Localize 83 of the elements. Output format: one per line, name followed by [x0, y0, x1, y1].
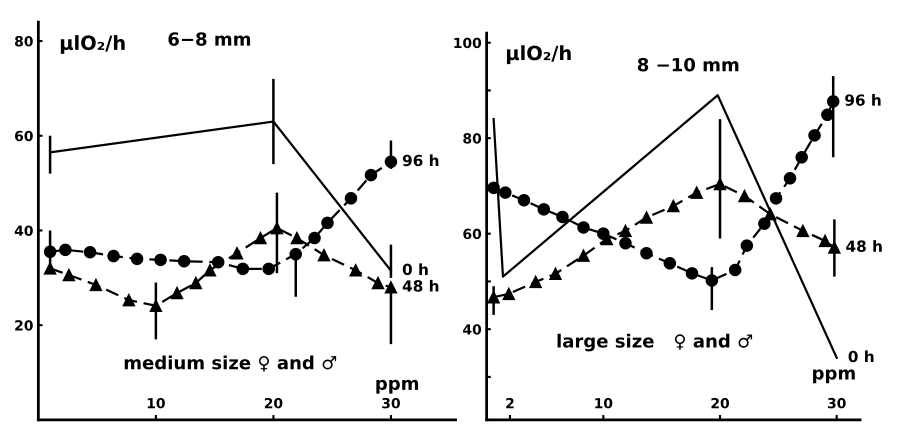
point [796, 224, 810, 238]
point [784, 172, 796, 185]
annotation: medium size ♀ and ♂ [124, 355, 336, 372]
x-tick-label: 20 [264, 398, 282, 408]
point [640, 247, 653, 260]
point [758, 217, 771, 230]
series-label: 0 h [402, 263, 428, 276]
point [230, 246, 244, 260]
point [738, 190, 751, 202]
point [487, 182, 500, 194]
point [290, 232, 304, 244]
point [538, 203, 550, 216]
point [154, 254, 167, 266]
point [556, 210, 569, 224]
text: 8 −10 mm [638, 58, 738, 72]
point [667, 200, 680, 212]
point [90, 278, 102, 292]
point [318, 248, 330, 262]
point [518, 194, 530, 207]
point [502, 288, 516, 300]
point [190, 276, 202, 290]
y-tick-label: 60 [15, 130, 33, 142]
point [44, 262, 56, 275]
y-axis-title: µlO₂/h [60, 35, 125, 54]
y-tick-label: 20 [15, 320, 33, 331]
point [664, 257, 676, 270]
point [619, 236, 632, 250]
point [204, 264, 216, 276]
x-tick-label: 30 [828, 398, 846, 408]
point [170, 286, 184, 300]
point [619, 224, 632, 238]
series-label: 0 h [848, 350, 874, 362]
point [84, 246, 96, 259]
chart-title: 6−8 mm [168, 32, 250, 46]
point [130, 252, 144, 266]
point [236, 262, 250, 276]
y-tick-label: 80 [463, 133, 482, 144]
y-tick-label: 40 [463, 324, 482, 335]
point [178, 255, 190, 268]
point [254, 232, 267, 244]
point [686, 267, 698, 280]
series-label: 96 h [845, 94, 881, 106]
y-axis-title: µlO₂/h [506, 45, 571, 64]
point [577, 249, 590, 262]
series-label: 96 h [402, 154, 438, 166]
point [740, 239, 754, 252]
point [549, 268, 562, 280]
point [499, 186, 512, 199]
point [529, 276, 542, 288]
x-tick-label: 10 [595, 398, 612, 408]
point [364, 168, 378, 182]
point [577, 221, 590, 234]
point [818, 234, 832, 248]
point [344, 192, 358, 205]
y-tick-label: 80 [15, 36, 33, 47]
x-tick-label: 2 [506, 398, 514, 408]
x-axis-title: ppm [376, 380, 418, 394]
point [262, 262, 275, 276]
point [795, 151, 808, 164]
point [59, 244, 72, 256]
point [349, 264, 362, 276]
x-tick-label: 10 [148, 398, 165, 408]
y-tick-label: 60 [463, 228, 482, 240]
point [770, 192, 782, 205]
x-axis-title: ppm [813, 369, 855, 384]
y-tick-label: 100 [454, 38, 482, 48]
point [372, 276, 384, 290]
series-label: 48 h [846, 240, 882, 252]
x-tick-label: 30 [382, 398, 400, 408]
annotation: large size ♀ and ♂ [558, 334, 752, 352]
point [321, 216, 334, 230]
point [728, 264, 742, 276]
point [764, 208, 776, 220]
series-label: 48 h [402, 280, 438, 292]
y-tick-label: 40 [14, 225, 33, 236]
point [62, 268, 76, 282]
x-tick-label: 20 [711, 398, 730, 408]
point [308, 232, 321, 244]
point [808, 129, 821, 142]
point [107, 250, 120, 262]
point [640, 211, 653, 224]
point [690, 186, 703, 199]
point [122, 294, 136, 306]
